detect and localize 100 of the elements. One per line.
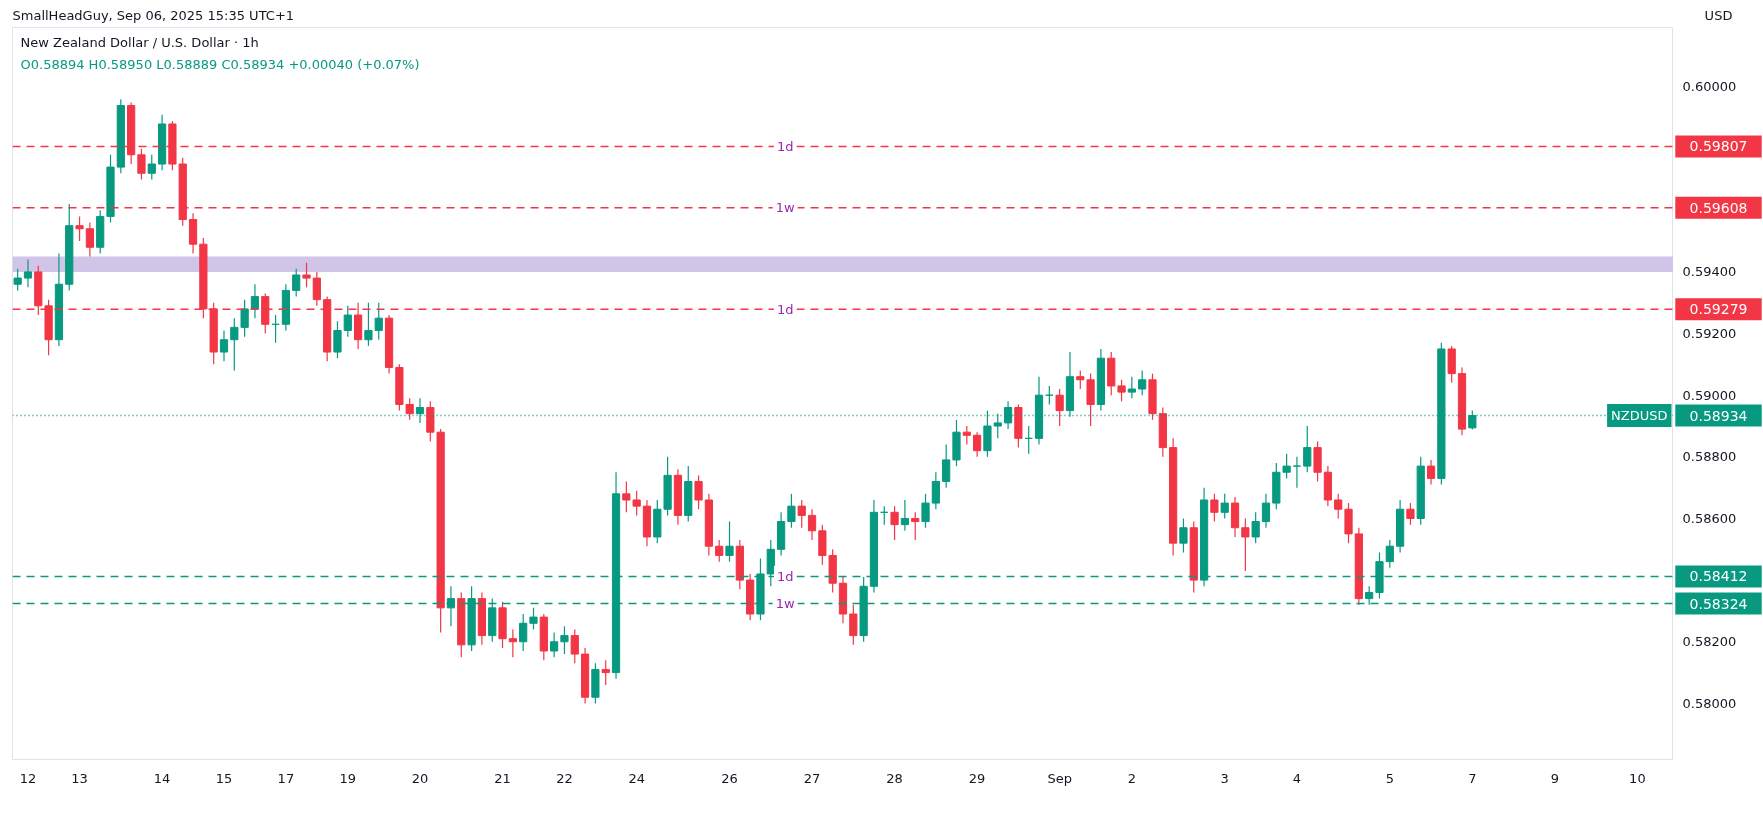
candlestick — [219, 329, 229, 362]
x-tick-label: 19 — [339, 770, 357, 786]
text: 0.58324 — [1689, 595, 1748, 612]
x-tick-label: 14 — [153, 770, 171, 786]
ref-line-label: 1w — [775, 200, 796, 216]
candlestick — [333, 320, 342, 359]
candlestick — [85, 222, 94, 258]
candlestick — [931, 471, 940, 510]
candlestick — [1426, 459, 1436, 486]
candlestick — [849, 604, 858, 646]
text: O0.58894 H0.58950 L0.58889 C0.58934 +0.00040 (+0.07%) — [20, 56, 420, 72]
y-tick-label: 0.58600 — [1682, 510, 1737, 526]
x-tick-label: 10 — [1629, 770, 1646, 786]
y-tick-label: 0.59000 — [1682, 387, 1737, 403]
candlestick — [807, 508, 817, 541]
x-tick-label: 24 — [628, 770, 645, 786]
candlestick — [1292, 456, 1302, 489]
text: New Zealand Dollar / U.S. Dollar · 1h — [20, 34, 259, 50]
ref-line-label: 1d — [776, 568, 794, 584]
candlestick — [13, 268, 22, 291]
candlestick — [75, 215, 84, 242]
x-tick-label: 3 — [1220, 770, 1229, 786]
candlestick — [1303, 425, 1312, 473]
x-tick-label: 2 — [1127, 770, 1137, 786]
ref-line-label: 1w — [775, 596, 796, 612]
candlestick — [312, 271, 321, 307]
candlestick — [1261, 493, 1271, 529]
y-tick-label: 0.58800 — [1682, 449, 1737, 465]
candlestick — [364, 302, 373, 347]
candlestick — [921, 493, 930, 529]
text: 0.59608 — [1689, 199, 1748, 216]
x-tick-label: 21 — [494, 770, 511, 786]
candlestick — [302, 262, 311, 288]
x-tick-label: 7 — [1468, 770, 1477, 786]
x-tick-label: 4 — [1292, 770, 1302, 786]
candlestick — [1179, 517, 1188, 553]
ref-line-label: NZDUSD — [1611, 408, 1668, 424]
text: 0.58412 — [1689, 568, 1748, 585]
candlestick — [1282, 453, 1291, 480]
x-tick-label: 17 — [277, 770, 295, 786]
candlestick — [942, 443, 951, 489]
candlestick — [570, 628, 579, 664]
y-tick-label: 0.59400 — [1682, 264, 1737, 280]
text: SmallHeadGuy, Sep 06, 2025 15:35 UTC+1 — [12, 7, 295, 23]
ref-line-label: 1d — [776, 138, 794, 154]
candlestick — [973, 431, 982, 458]
candlestick — [519, 613, 528, 652]
candlestick — [1055, 388, 1064, 427]
x-tick-label: 27 — [803, 770, 821, 786]
candlestick — [1385, 539, 1394, 569]
candlestick — [529, 607, 538, 631]
text: 0.58934 — [1689, 407, 1748, 424]
candlestick — [900, 499, 910, 532]
candlestick — [560, 625, 569, 655]
candlestick — [1220, 493, 1229, 520]
candlestick — [1241, 517, 1250, 572]
candlestick — [292, 268, 301, 298]
candlestick — [1406, 502, 1415, 526]
x-tick-label: 29 — [968, 770, 986, 786]
text: 0.59279 — [1689, 301, 1748, 318]
x-tick-label: Sep — [1047, 770, 1072, 786]
x-tick-label: 9 — [1550, 770, 1559, 786]
candlestick — [725, 520, 734, 563]
candlestick — [550, 631, 559, 658]
y-tick-label: 0.59200 — [1682, 326, 1737, 342]
x-tick-label: 12 — [19, 770, 37, 786]
candlestick — [137, 148, 146, 181]
x-tick-label: 22 — [556, 770, 573, 786]
candlestick — [1138, 369, 1147, 396]
candlestick — [374, 302, 383, 341]
text: 0.59807 — [1689, 138, 1748, 155]
candlestick — [1251, 511, 1260, 544]
candlestick — [787, 493, 796, 529]
candlestick — [962, 425, 971, 446]
y-tick-label: 0.60000 — [1682, 79, 1737, 95]
x-tick-label: 15 — [215, 770, 233, 786]
candlestick — [601, 659, 610, 686]
candlestick — [343, 305, 352, 338]
candlestick — [632, 490, 641, 516]
candlestick — [508, 628, 517, 658]
ref-line-label: 1d — [776, 301, 794, 317]
candlestick — [1127, 376, 1136, 399]
x-tick-label: 20 — [411, 770, 429, 786]
candlestick — [23, 258, 33, 288]
candlestick — [622, 480, 631, 513]
y-tick-label: 0.58000 — [1682, 695, 1737, 711]
candlestick — [797, 499, 806, 529]
y-tick-label: 0.58200 — [1682, 634, 1737, 650]
candlestick — [147, 154, 156, 181]
candlestick — [1117, 379, 1126, 402]
x-tick-label: 28 — [886, 770, 903, 786]
x-tick-label: 5 — [1385, 770, 1394, 786]
candlestick — [1076, 369, 1085, 390]
candlestick — [715, 539, 724, 563]
x-tick-label: 26 — [721, 770, 738, 786]
candlestick — [1210, 493, 1219, 523]
candlestick — [890, 505, 899, 541]
text: USD — [1704, 7, 1733, 23]
candlestick — [911, 511, 920, 541]
candlestick — [694, 474, 703, 510]
